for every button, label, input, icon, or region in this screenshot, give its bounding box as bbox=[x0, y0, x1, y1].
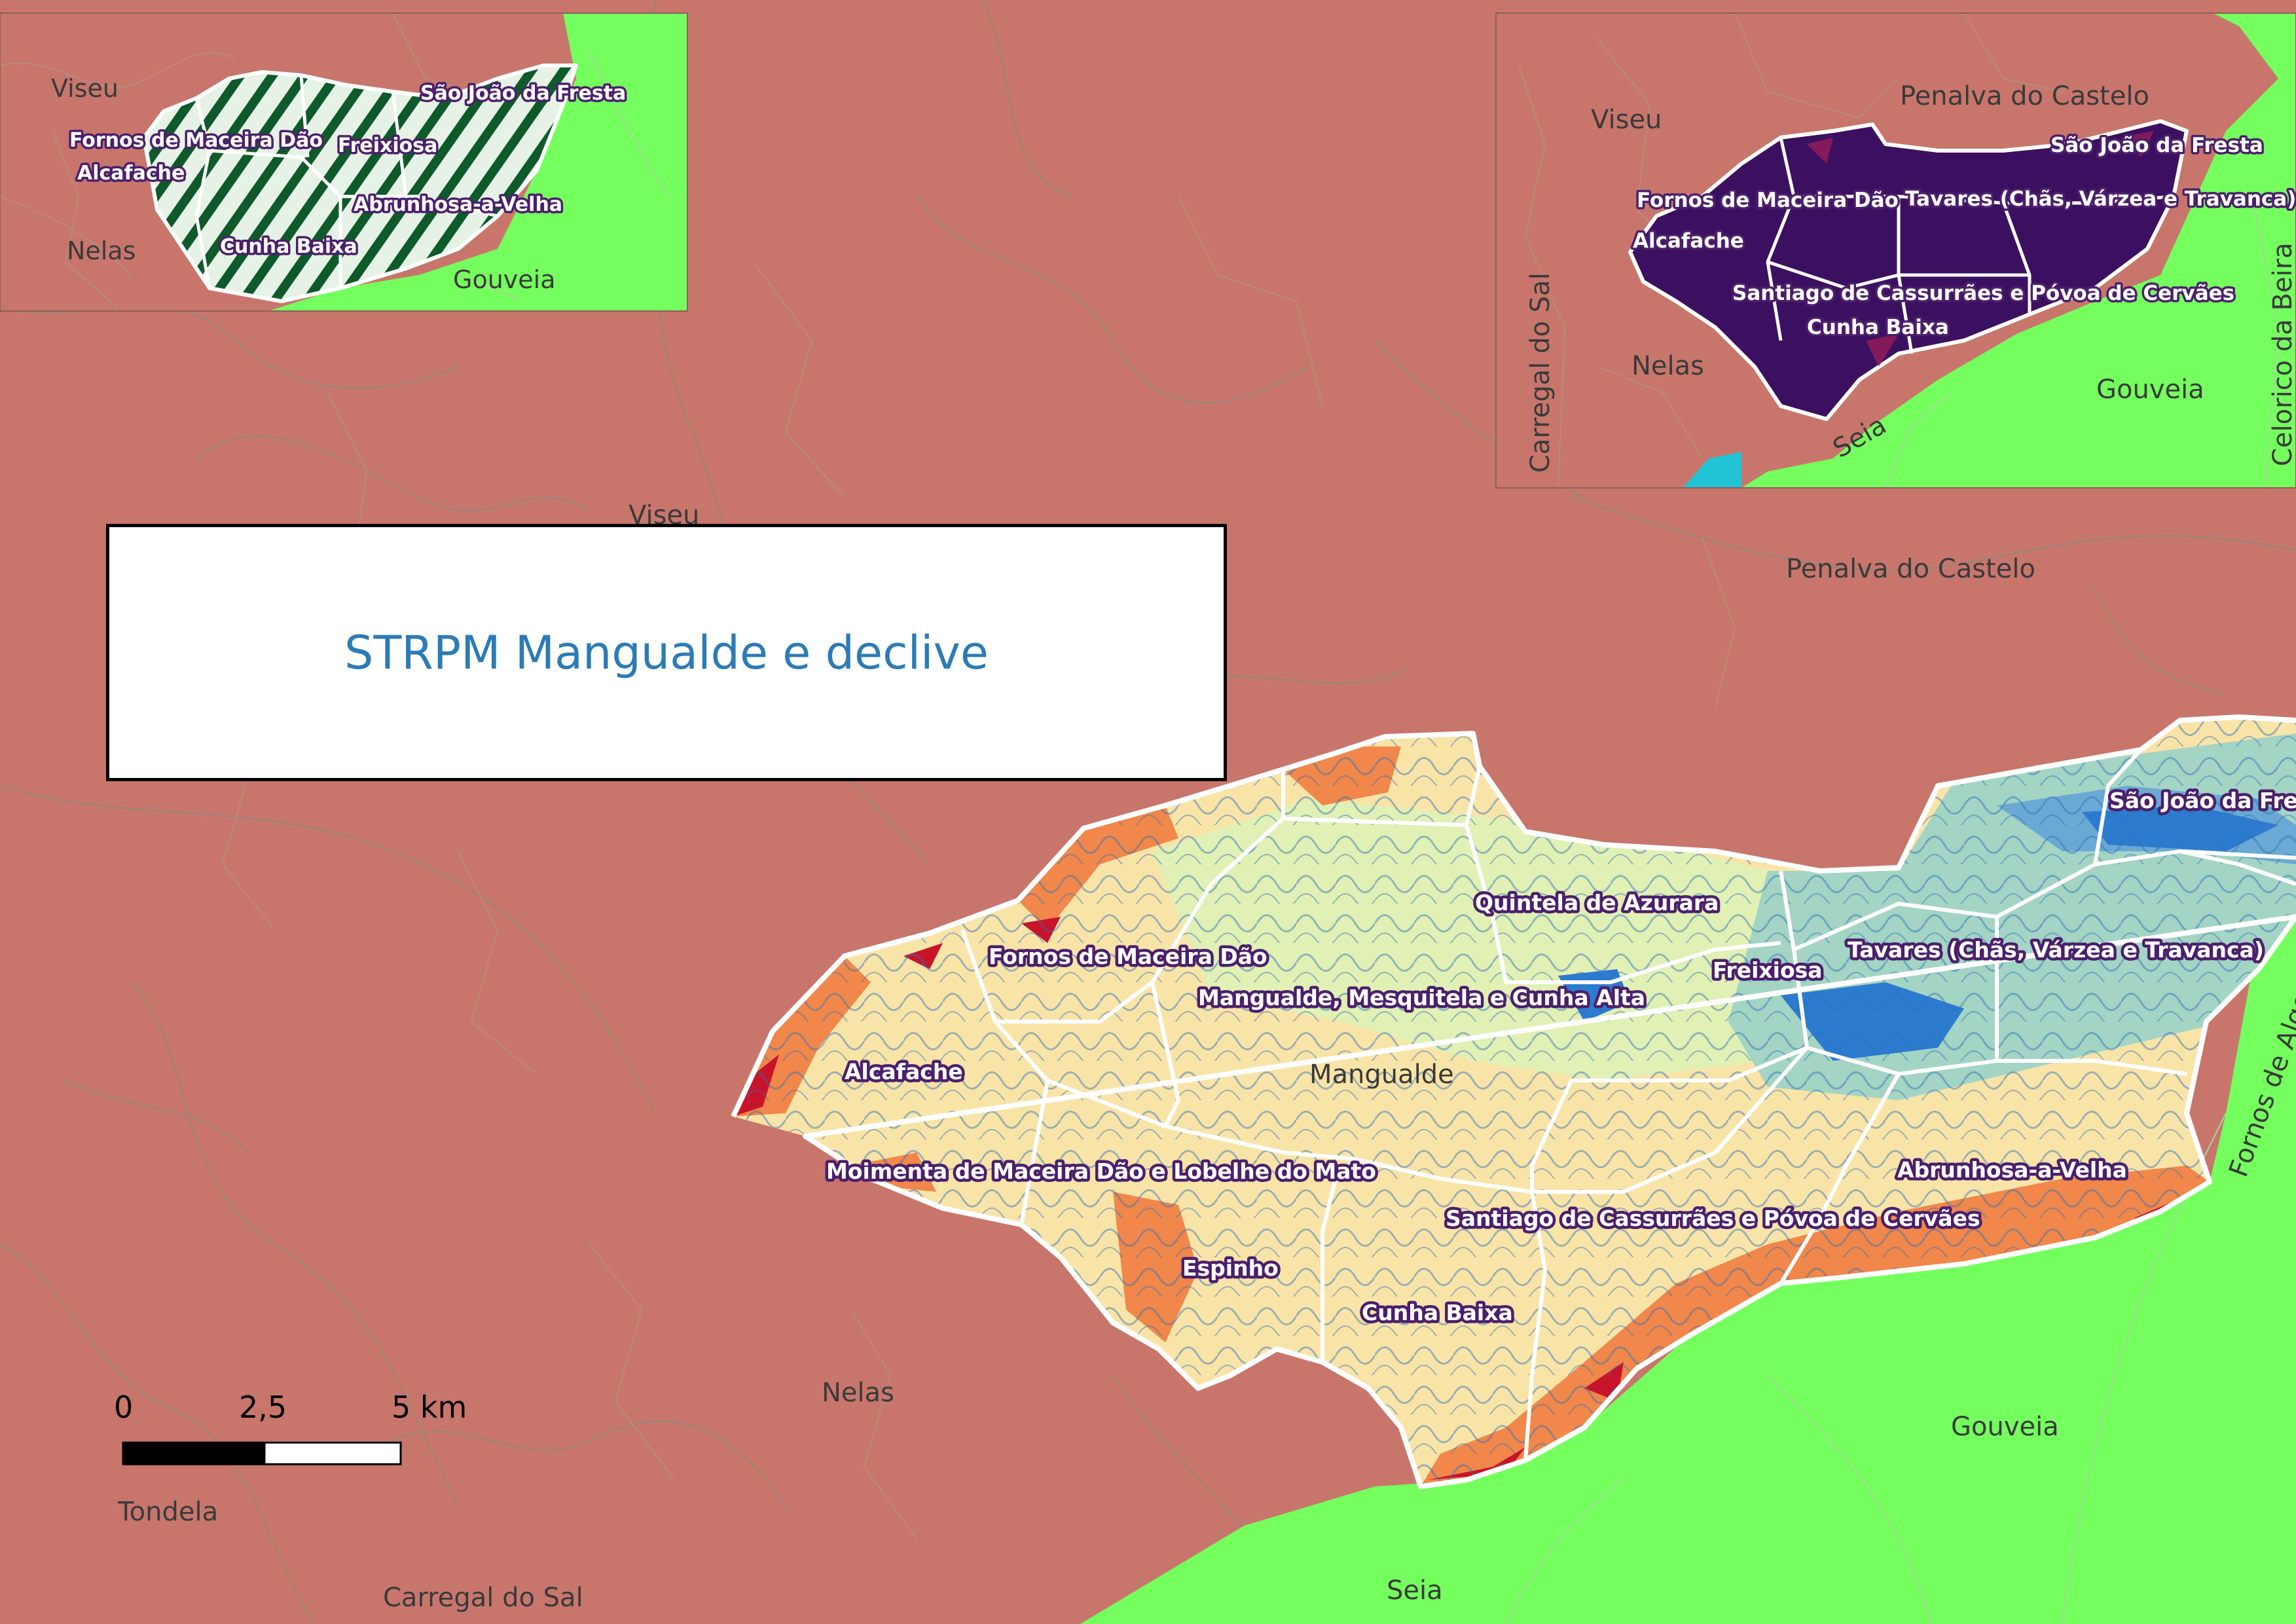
inset-right-frame bbox=[1495, 12, 2296, 489]
inset-left-parish-cunha-baixa: Cunha Baixa bbox=[220, 235, 357, 258]
scale-label-5km: 5 km bbox=[392, 1390, 467, 1425]
parish-label-moimenta: Moimenta de Maceira Dão e Lobelhe do Mat… bbox=[826, 1158, 1376, 1184]
inset-left-muni-viseu: Viseu bbox=[51, 74, 118, 103]
inset-left-labels: Viseu Nelas Gouveia São João da Fresta F… bbox=[51, 74, 629, 294]
scale-bar-white bbox=[263, 1441, 402, 1466]
parish-label-mangualde-mesquitela-cunha-alta: Mangualde, Mesquitela e Cunha Alta bbox=[1198, 985, 1645, 1010]
map-title: STRPM Mangualde e declive bbox=[344, 625, 989, 680]
inset-right-parish-alcafache: Alcafache bbox=[1633, 229, 1744, 253]
muni-label-mangualde: Mangualde bbox=[1309, 1060, 1454, 1090]
scale-bar-black bbox=[122, 1441, 266, 1466]
inset-right-parish-santiago-de-cassurraes: Santiago de Cassurrães e Póvoa de Cervãe… bbox=[1732, 282, 2234, 305]
gouveia-region bbox=[1080, 891, 2296, 1624]
parish-label-tavares: Tavares (Chãs, Várzea e Travanca) bbox=[1848, 937, 2264, 963]
parish-label-quintela-de-azurara: Quintela de Azurara bbox=[1475, 890, 1719, 915]
title-box: STRPM Mangualde e declive bbox=[106, 524, 1227, 781]
inset-left-muni-gouveia: Gouveia bbox=[453, 265, 556, 294]
scale-bar bbox=[122, 1441, 402, 1466]
muni-label-penalva-do-castelo: Penalva do Castelo bbox=[1786, 554, 2035, 584]
scale-label-0: 0 bbox=[114, 1390, 134, 1425]
parish-boundaries bbox=[960, 748, 2296, 1461]
muni-label-gouveia: Gouveia bbox=[1951, 1412, 2059, 1442]
inset-left-parish-abrunhosa-a-velha: Abrunhosa-a-Velha bbox=[354, 193, 562, 216]
muni-label-carregal-do-sal: Carregal do Sal bbox=[383, 1583, 583, 1613]
inset-map-right bbox=[1496, 13, 2296, 488]
main-parish-labels: São João da Fresta Quintela de Azurara F… bbox=[824, 785, 2296, 1329]
inset-left-frame bbox=[0, 12, 688, 312]
parish-label-freixiosa: Freixiosa bbox=[1713, 957, 1823, 983]
parish-label-cunha-baixa: Cunha Baixa bbox=[1362, 1300, 1513, 1325]
inset-map-left bbox=[0, 13, 687, 311]
inset-right-muni-celorico-da-beira: Celorico da Beira bbox=[2268, 242, 2296, 466]
inset-left-parish-sao-joao-da-fresta: São João da Fresta bbox=[420, 82, 626, 105]
inset-right-parish-sao-joao-da-fresta: São João da Fresta bbox=[2050, 134, 2263, 157]
inset-right-parish-cunha-baixa: Cunha Baixa bbox=[1807, 316, 1949, 339]
inset-left-parish-fornos-de-maceira-dao: Fornos de Maceira Dão bbox=[69, 129, 323, 152]
parish-label-santiago-de-cassurraes: Santiago de Cassurrães e Póvoa de Cervãe… bbox=[1446, 1206, 1980, 1231]
parish-label-fornos-de-maceira-dao: Fornos de Maceira Dão bbox=[989, 944, 1267, 969]
inset-right-parish-fornos-de-maceira-dao: Fornos de Maceira Dão bbox=[1637, 189, 1899, 212]
inset-right-muni-gouveia: Gouveia bbox=[2096, 375, 2204, 405]
parish-label-abrunhosa-a-velha: Abrunhosa-a-Velha bbox=[1897, 1157, 2127, 1183]
inset-left-muni-nelas: Nelas bbox=[67, 236, 136, 265]
inset-left-parish-freixiosa: Freixiosa bbox=[338, 134, 437, 157]
inset-right-muni-penalva-do-castelo: Penalva do Castelo bbox=[1900, 81, 2149, 111]
muni-label-nelas: Nelas bbox=[822, 1378, 894, 1408]
inset-right-muni-nelas: Nelas bbox=[1631, 351, 1704, 381]
inset-right-muni-viseu: Viseu bbox=[1591, 105, 1662, 135]
inset-left-parish-alcafache: Alcafache bbox=[77, 162, 185, 185]
inset-right-muni-carregal-do-sal: Carregal do Sal bbox=[1525, 272, 1556, 473]
inset-right-parish-tavares: Tavares (Chãs, Várzea e Travanca) bbox=[1905, 187, 2296, 211]
muni-label-tondela: Tondela bbox=[117, 1497, 218, 1527]
parish-label-alcafache: Alcafache bbox=[845, 1059, 963, 1084]
muni-label-seia: Seia bbox=[1387, 1576, 1443, 1606]
scale-label-2-5: 2,5 bbox=[239, 1390, 287, 1425]
parish-label-sao-joao-da-fresta: São João da Fresta bbox=[2109, 788, 2296, 813]
parish-label-espinho: Espinho bbox=[1182, 1255, 1279, 1281]
inset-right-labels: Penalva do Castelo Viseu Carregal do Sal… bbox=[1525, 81, 2296, 473]
